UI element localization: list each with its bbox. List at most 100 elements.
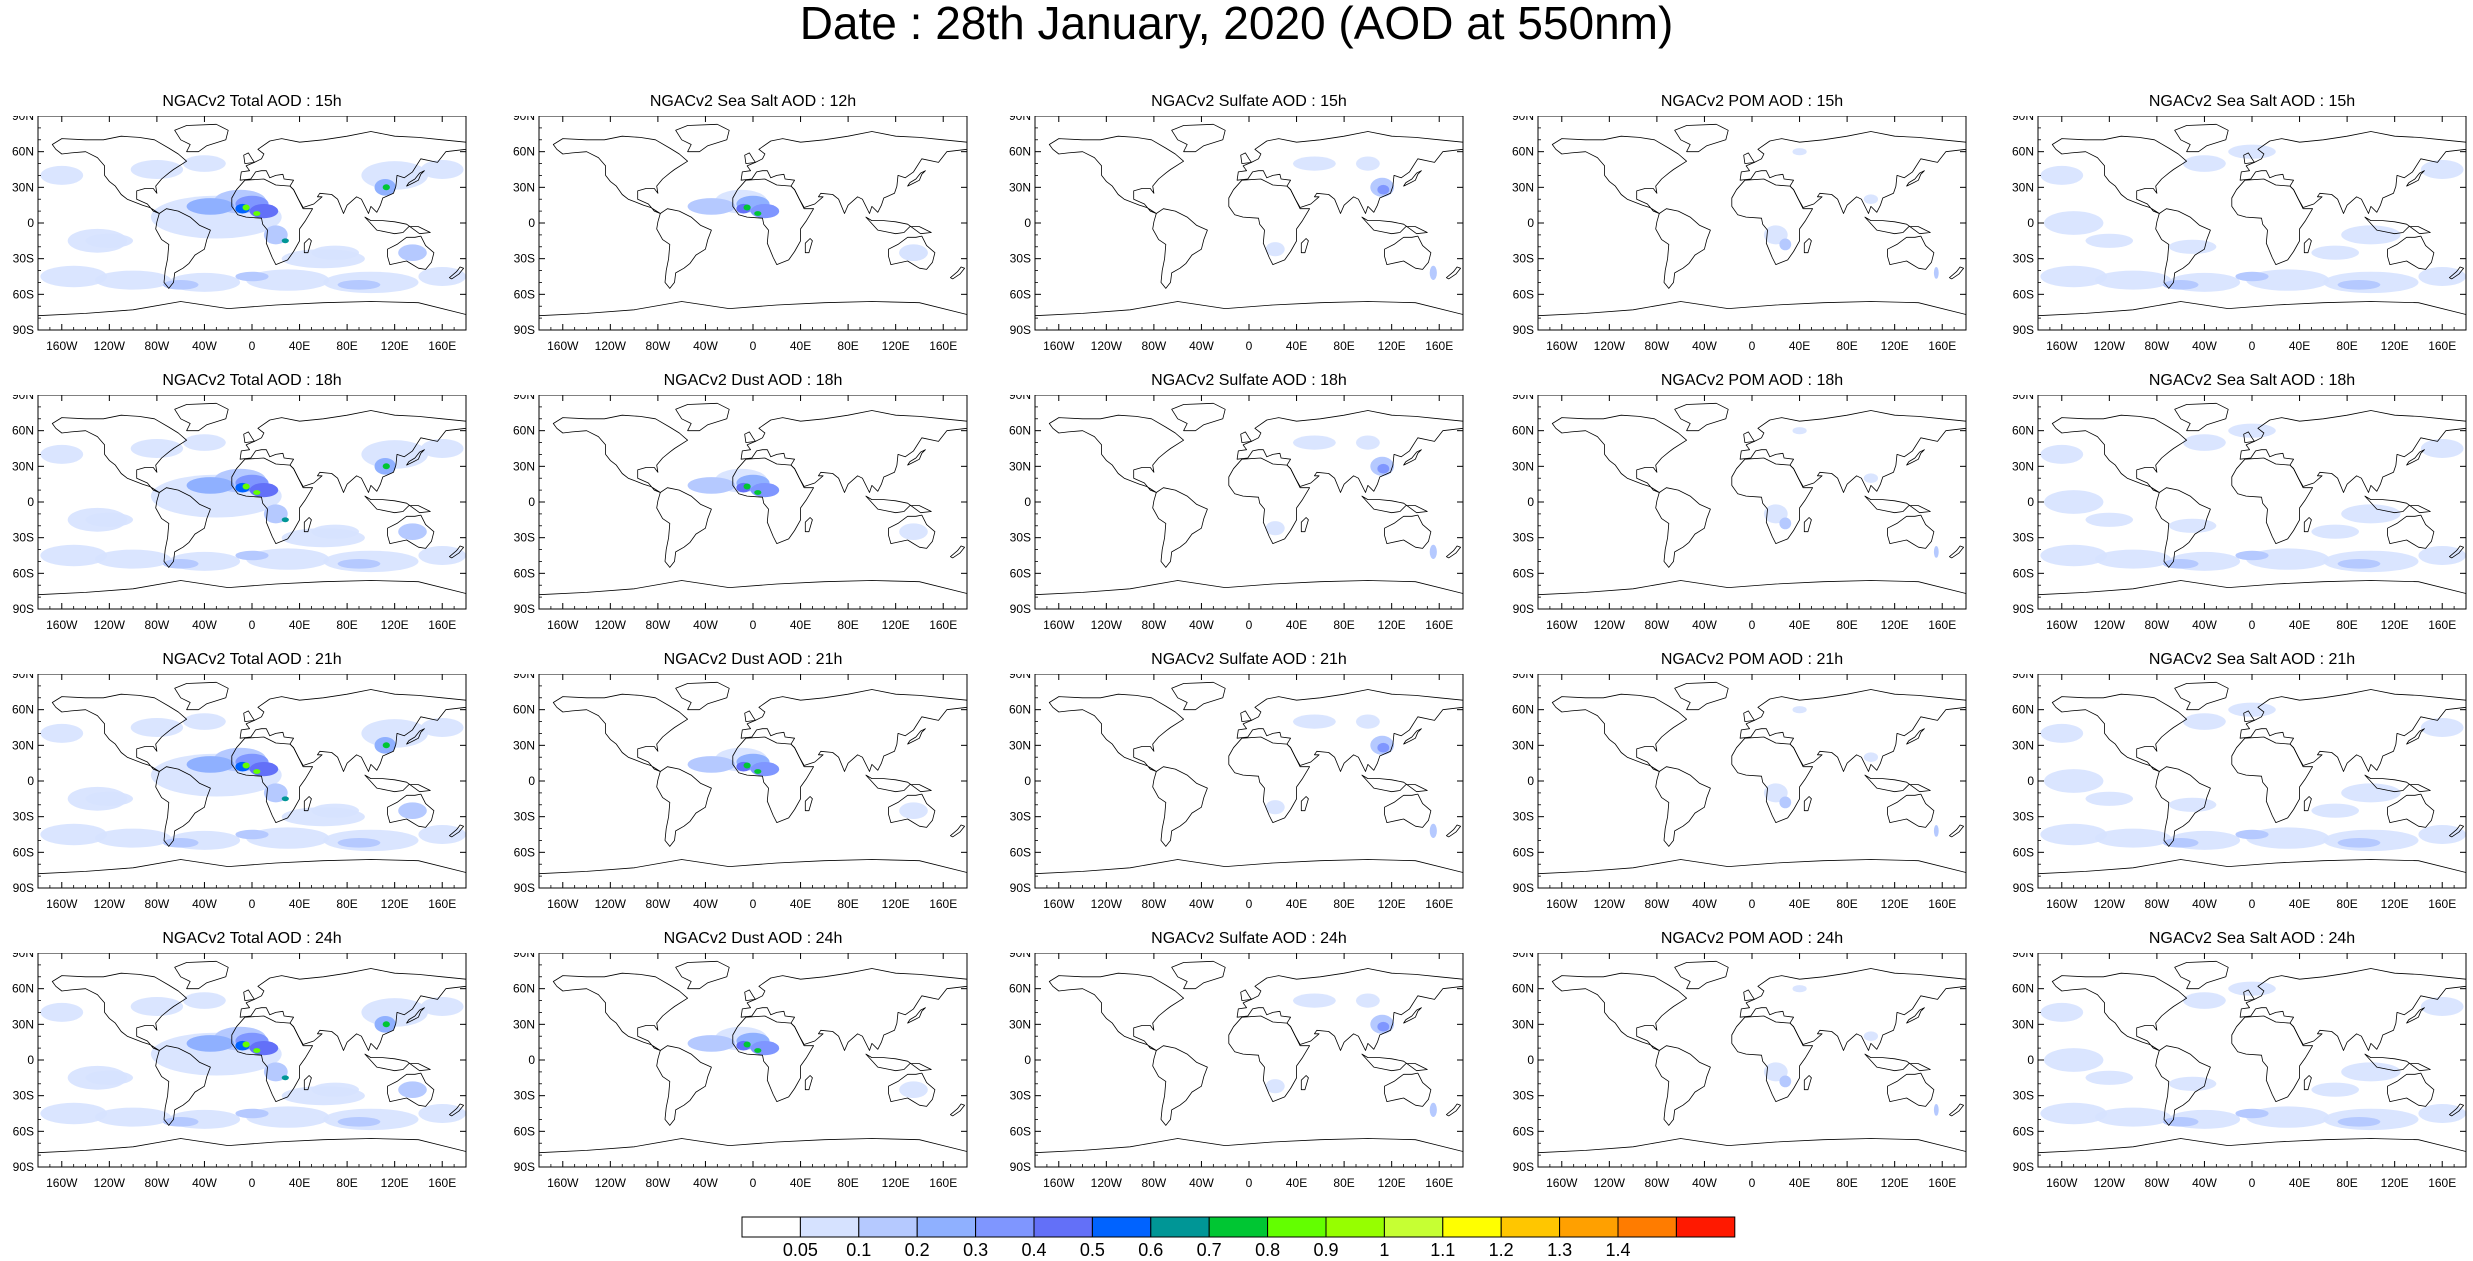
lat-tick-label: 30S [514,252,535,266]
coastline-japan [2406,728,2425,745]
coastline-new-zealand [949,266,966,280]
aod-field [242,483,250,490]
coastline-japan [1403,449,1422,466]
lat-tick-label: 0 [528,216,535,230]
aod-field [418,267,466,286]
coastline-eurasia [740,689,967,772]
lat-tick-label: 90N [1009,116,1031,123]
lon-tick-label: 120E [1378,339,1406,353]
lon-tick-label: 40W [1189,339,1214,353]
lat-tick-label: 90N [2012,116,2034,123]
lon-tick-label: 120E [882,1176,910,1190]
coastline-antarctica-edge [38,1138,466,1167]
lon-tick-label: 40W [693,339,718,353]
lon-tick-label: 120W [1091,618,1123,632]
coastline-south-america [155,487,211,568]
coastline-greenland [1674,402,1729,432]
coastline-eurasia [1739,410,1966,493]
panel-title: NGACv2 Dust AOD : 21h [663,651,843,668]
coastline-antarctica-edge [2038,580,2466,609]
aod-field [311,803,360,818]
panel-title: NGACv2 Total AOD : 15h [162,93,342,110]
lat-tick-label: 60N [2012,424,2034,438]
aod-field [130,718,184,737]
map-panel: NGACv2 Sulfate AOD : 21h 90N 60N 30N 0 30S 60S… [997,652,1464,917]
aod-field [1779,517,1792,530]
lon-tick-label: 160E [428,1176,456,1190]
lat-tick-label: 90S [2013,323,2034,337]
coastline-australia [2387,793,2435,828]
aod-field [249,204,279,219]
panel-title: NGACv2 Total AOD : 24h [162,930,342,947]
aod-field [253,490,261,495]
coastline-north-america [552,135,689,214]
colorbar-swatch [741,1216,801,1238]
coastline-indonesia [1864,774,1931,793]
lat-tick-label: 30N [1009,1017,1031,1031]
coastline-new-zealand [448,545,465,559]
lat-tick-label: 0 [2027,1053,2034,1067]
aod-field [2040,1102,2107,1125]
aod-field [687,756,736,773]
lon-tick-label: 40W [1692,339,1717,353]
coastline-africa [2231,178,2314,266]
aod-field [1792,148,1807,156]
colorbar-label: 0.05 [783,1240,818,1260]
lon-tick-label: 80W [145,897,170,911]
aod-field [85,512,134,527]
coastline-greenland [174,681,229,711]
coastline-new-zealand [448,824,465,838]
world-map: 90N 60N 30N 0 30S 60S 90S 160W 120W 80W 40W 0 40E 80E… [1009,116,1464,353]
coastline-north-america [1551,972,1688,1051]
lat-tick-label: 90S [514,323,535,337]
coastline-indonesia [2364,774,2431,793]
colorbar-swatch [858,1216,918,1238]
lat-tick-label: 60N [12,424,34,438]
aod-field [1429,1102,1437,1117]
aod-field [2183,992,2226,1009]
aod-field [743,762,751,769]
aod-field [337,838,381,848]
coastline-africa [231,178,314,266]
lon-tick-label: 80W [1645,339,1670,353]
coastline-uk [1240,989,1252,1001]
coastline-africa [1228,1015,1311,1103]
aod-field [2235,829,2269,840]
panel-title: NGACv2 POM AOD : 21h [1660,651,1844,668]
map-background [1538,953,1966,1167]
lat-tick-label: 90S [1010,1160,1031,1174]
aod-field [398,1081,427,1098]
lon-tick-label: 120E [882,897,910,911]
aod-field [253,211,261,216]
aod-field [183,155,226,172]
coastline-north-america [1048,972,1185,1051]
coastline-australia [888,514,936,549]
coastline-australia [888,793,936,828]
aod-field [899,802,928,819]
lat-tick-label: 30S [1010,1089,1031,1103]
lat-tick-label: 30N [12,738,34,752]
lon-tick-label: 80E [1836,618,1857,632]
lat-tick-label: 30S [13,1089,34,1103]
panel-title: NGACv2 Sulfate AOD : 18h [1151,372,1347,389]
coastline-greenland [1171,123,1226,153]
aod-field [2162,280,2199,290]
coastline-australia [387,1072,435,1107]
lon-tick-label: 80E [1333,1176,1354,1190]
lat-tick-label: 0 [27,1053,34,1067]
aod-field [1763,504,1788,524]
coastline-australia [2387,514,2435,549]
lon-tick-label: 0 [1749,339,1756,353]
coastline-uk [2243,989,2255,1001]
aod-field [183,992,226,1009]
lon-tick-label: 160E [1425,618,1453,632]
lat-tick-label: 60N [1009,982,1031,996]
coastline-japan [2406,449,2425,466]
lon-tick-label: 80W [646,1176,671,1190]
coastline-south-america [2155,1045,2211,1126]
aod-field [311,245,360,260]
lon-tick-label: 160E [2428,897,2456,911]
coastline-uk [744,710,756,722]
aod-field [1429,265,1437,280]
panel-title: NGACv2 Total AOD : 21h [162,651,342,668]
